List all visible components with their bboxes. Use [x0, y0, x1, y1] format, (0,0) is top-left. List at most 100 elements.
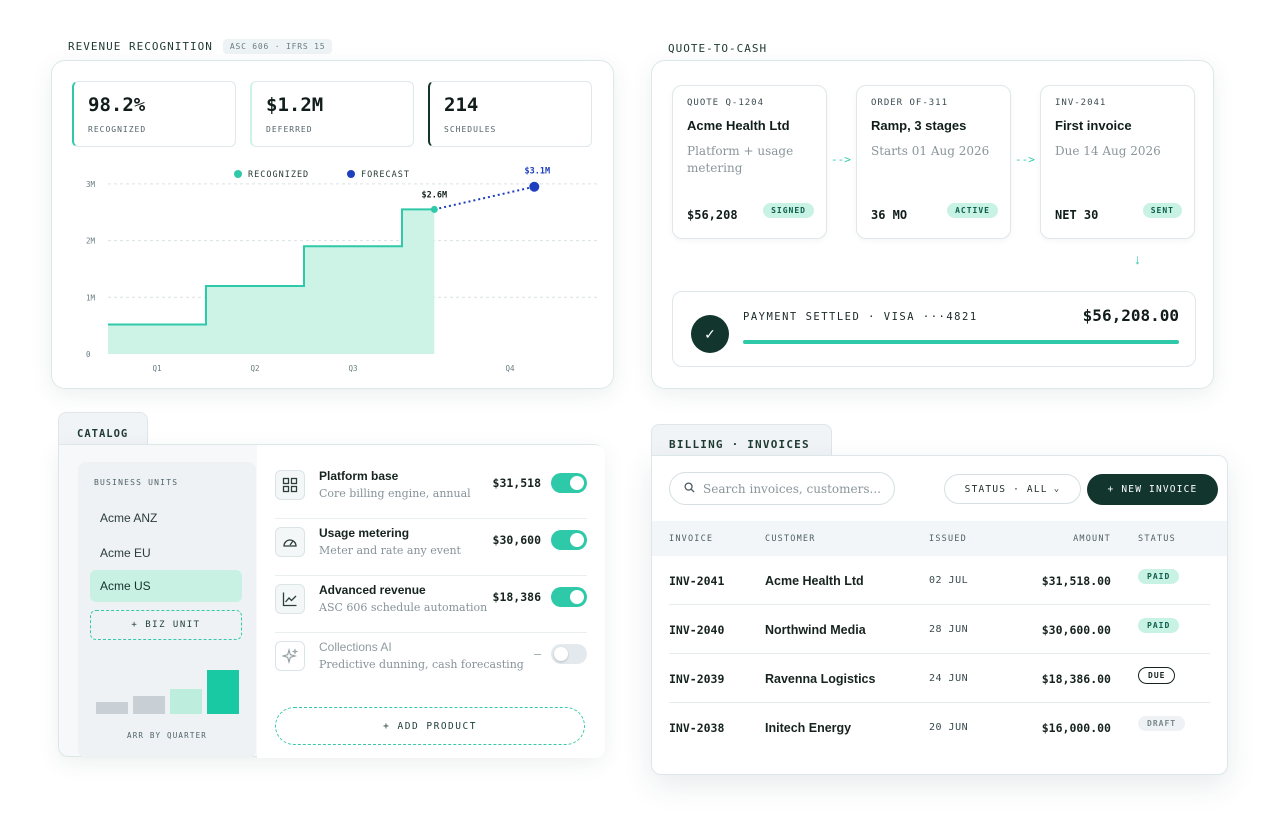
product-price: $18,386: [492, 590, 541, 604]
check-icon: ✓: [691, 315, 729, 353]
payment-progress: [743, 340, 1179, 344]
legend-label: RECOGNIZED: [248, 170, 309, 180]
status-badge: DUE: [1138, 667, 1176, 684]
quote-card[interactable]: QUOTE Q-1204 Acme Health Ltd Platform + …: [672, 85, 827, 239]
y-tick-label: 3M: [86, 180, 96, 189]
invoice-amount: $16,000.00: [1041, 721, 1111, 735]
status-filter-label: STATUS · ALL: [964, 483, 1048, 495]
invoice-id: INV-2038: [669, 721, 725, 735]
column-header[interactable]: CUSTOMER: [765, 534, 816, 544]
card-desc: Platform + usage metering: [687, 144, 794, 175]
card-amount: 36 MO: [871, 208, 908, 222]
invoice-amount: $30,600.00: [1041, 623, 1111, 637]
legend-label: FORECAST: [361, 170, 410, 180]
revenue-title: REVENUE RECOGNITION: [68, 40, 213, 53]
new-invoice-button[interactable]: + NEW INVOICE: [1087, 474, 1218, 505]
issued-date: 02 JUL: [929, 575, 969, 586]
card-key: INV-2041: [1055, 98, 1107, 108]
product-row-collections: Collections AI Predictive dunning, cash …: [275, 633, 587, 690]
revenue-chart: 0 1M 2M 3M Q1 Q2 Q3 Q4 $2.6M $3.1M RECOGNIZED FOREC…: [86, 167, 600, 373]
card-key: ORDER OF-311: [871, 98, 949, 108]
kpi-label: DEFERRED: [266, 125, 313, 134]
kpi-label: RECOGNIZED: [88, 125, 147, 134]
product-price: –: [534, 647, 541, 661]
q2c-header: QUOTE-TO-CASH: [668, 39, 767, 57]
search-icon: [684, 481, 695, 496]
product-price: $31,518: [492, 476, 541, 490]
product-desc: Predictive dunning, cash forecasting: [319, 658, 524, 671]
arr-bar: [207, 670, 239, 714]
revenue-panel: 98.2% RECOGNIZED $1.2M DEFERRED 214 SCHE…: [51, 60, 614, 389]
product-desc: Core billing engine, annual: [319, 487, 471, 500]
status-badge: PAID: [1138, 618, 1180, 633]
card-desc: Due 14 Aug 2026: [1055, 144, 1161, 158]
flow-arrow-icon: -->: [831, 153, 851, 166]
card-title: Ramp, 3 stages: [871, 118, 967, 133]
recognized-line: [108, 208, 435, 326]
invoice-amount: $18,386.00: [1041, 672, 1111, 686]
y-tick-label: 2M: [86, 237, 96, 246]
status-badge: DRAFT: [1138, 716, 1186, 731]
card-title: Acme Health Ltd: [687, 118, 790, 133]
column-header[interactable]: AMOUNT: [1073, 534, 1111, 544]
bu-item-anz[interactable]: Acme ANZ: [100, 511, 158, 525]
product-row-usage: Usage metering Meter and rate any event …: [275, 519, 587, 576]
product-toggle[interactable]: [551, 644, 587, 664]
business-units-pane: BUSINESS UNITS Acme ANZ Acme EU Acme US …: [78, 462, 256, 758]
tab-label: CATALOG: [77, 428, 129, 440]
customer-name: Ravenna Logistics: [765, 672, 876, 686]
table-row[interactable]: INV-2039 Ravenna Logistics 24 JUN $18,38…: [652, 654, 1227, 703]
payment-amount: $56,208.00: [1082, 306, 1179, 325]
order-card[interactable]: ORDER OF-311 Ramp, 3 stages Starts 01 Au…: [856, 85, 1011, 239]
bu-item-us[interactable]: Acme US: [90, 570, 242, 602]
column-header[interactable]: ISSUED: [929, 534, 967, 544]
card-amount: $56,208: [687, 208, 738, 222]
x-tick-label: Q3: [348, 364, 357, 373]
product-row-platform: Platform base Core billing engine, annua…: [275, 462, 587, 519]
y-tick-label: 0: [86, 350, 91, 359]
x-tick-label: Q4: [505, 364, 515, 373]
product-name: Usage metering: [319, 526, 410, 540]
invoice-id: INV-2039: [669, 672, 725, 686]
table-row[interactable]: INV-2040 Northwind Media 28 JUN $30,600.…: [652, 605, 1227, 654]
customer-name: Initech Energy: [765, 721, 852, 735]
grid-icon: [275, 470, 305, 500]
chevron-down-icon: ⌄: [1053, 484, 1061, 494]
product-toggle[interactable]: [551, 473, 587, 493]
add-biz-unit-button[interactable]: + BIZ UNIT: [90, 610, 242, 640]
annotation-label: $2.6M: [422, 190, 448, 200]
card-amount: NET 30: [1055, 208, 1099, 222]
recognized-area: [108, 209, 435, 354]
tab-billing-invoices[interactable]: BILLING · INVOICES: [651, 424, 832, 457]
product-toggle[interactable]: [551, 530, 587, 550]
status-badge: SIGNED: [763, 203, 814, 218]
product-name: Platform base: [319, 469, 399, 483]
product-price: $30,600: [492, 533, 541, 547]
kpi-value: $1.2M: [266, 94, 324, 116]
catalog-panel: BUSINESS UNITS Acme ANZ Acme EU Acme US …: [58, 444, 605, 758]
invoice-id: INV-2040: [669, 623, 725, 637]
tab-catalog[interactable]: CATALOG: [58, 412, 148, 446]
kpi-value: 98.2%: [88, 94, 146, 116]
arr-bar: [170, 689, 202, 714]
column-header[interactable]: STATUS: [1138, 534, 1176, 544]
annotation-label: $3.1M: [525, 167, 551, 177]
table-row[interactable]: INV-2038 Initech Energy 20 JUN $16,000.0…: [652, 703, 1227, 752]
bu-item-eu[interactable]: Acme EU: [100, 546, 151, 560]
product-toggle[interactable]: [551, 587, 587, 607]
issued-date: 28 JUN: [929, 624, 969, 635]
standard-chip: ASC 606 · IFRS 15: [222, 39, 333, 54]
legend-dot-forecast: [347, 170, 355, 178]
table-row[interactable]: INV-2041 Acme Health Ltd 02 JUL $31,518.…: [652, 556, 1227, 605]
product-desc: ASC 606 schedule automation: [319, 601, 488, 614]
search-box[interactable]: [669, 472, 895, 505]
search-input[interactable]: [703, 481, 883, 496]
kpi-value: 214: [444, 94, 479, 116]
invoice-card[interactable]: INV-2041 First invoice Due 14 Aug 2026 N…: [1040, 85, 1195, 239]
status-filter-dropdown[interactable]: STATUS · ALL ⌄: [944, 474, 1081, 504]
billing-panel: STATUS · ALL ⌄ + NEW INVOICE INVOICE CUS…: [651, 455, 1228, 775]
column-header[interactable]: INVOICE: [669, 534, 714, 544]
card-desc: Starts 01 Aug 2026: [871, 144, 990, 158]
status-badge: ACTIVE: [947, 203, 998, 218]
add-product-button[interactable]: + ADD PRODUCT: [275, 707, 585, 745]
